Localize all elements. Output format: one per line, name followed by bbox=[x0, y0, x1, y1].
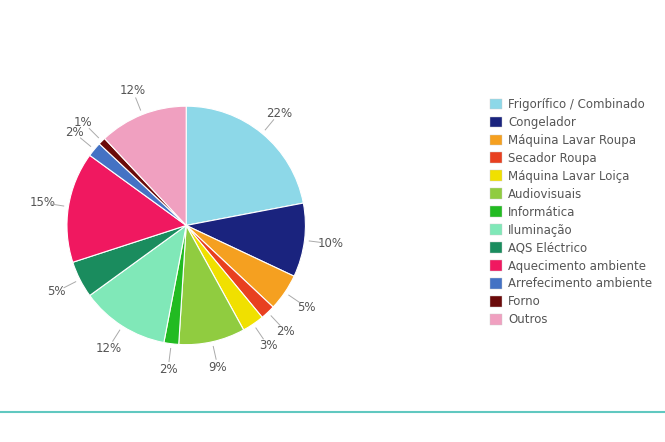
Text: 15%: 15% bbox=[29, 196, 55, 209]
Wedge shape bbox=[99, 138, 186, 225]
Wedge shape bbox=[67, 155, 186, 262]
Text: 9%: 9% bbox=[209, 361, 227, 374]
Text: 2%: 2% bbox=[159, 363, 178, 376]
Wedge shape bbox=[186, 225, 262, 330]
Wedge shape bbox=[164, 225, 186, 344]
Legend: Frigorífico / Combinado, Congelador, Máquina Lavar Roupa, Secador Roupa, Máquina: Frigorífico / Combinado, Congelador, Máq… bbox=[487, 95, 656, 330]
Wedge shape bbox=[186, 225, 294, 307]
Text: 5%: 5% bbox=[47, 285, 66, 298]
Wedge shape bbox=[186, 225, 273, 317]
Text: 12%: 12% bbox=[95, 342, 121, 355]
Text: 5%: 5% bbox=[297, 301, 316, 314]
Wedge shape bbox=[90, 144, 186, 225]
Text: 10%: 10% bbox=[317, 237, 344, 250]
Text: 22%: 22% bbox=[266, 107, 292, 120]
Wedge shape bbox=[104, 106, 186, 225]
Text: 12%: 12% bbox=[120, 84, 146, 97]
Wedge shape bbox=[90, 225, 186, 343]
Text: 1%: 1% bbox=[74, 116, 92, 129]
Text: 3%: 3% bbox=[259, 339, 277, 352]
Text: 2%: 2% bbox=[277, 325, 295, 338]
Text: 2%: 2% bbox=[65, 126, 83, 139]
Wedge shape bbox=[186, 106, 303, 225]
Wedge shape bbox=[72, 225, 186, 296]
Wedge shape bbox=[186, 203, 305, 276]
Wedge shape bbox=[179, 225, 243, 345]
